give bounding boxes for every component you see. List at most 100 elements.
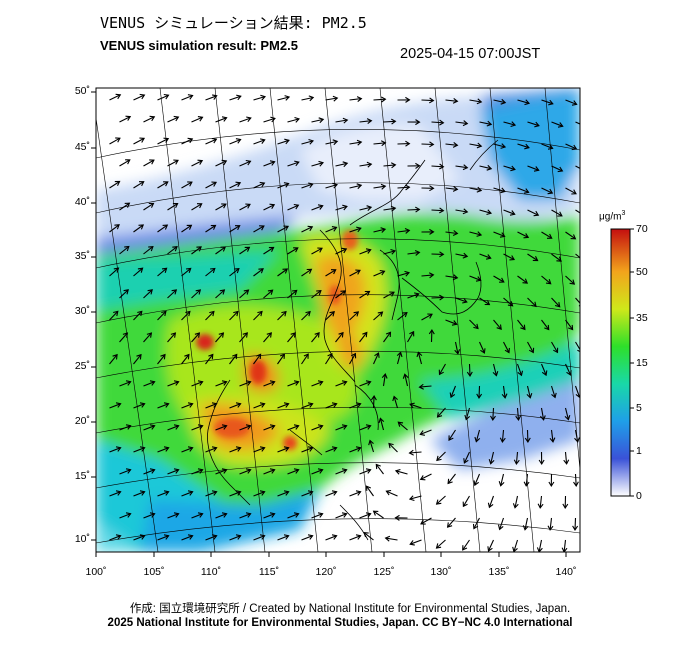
wind-arrow-head (427, 313, 433, 319)
wind-arrow-head (307, 402, 314, 408)
wind-arrow-head (365, 512, 372, 518)
wind-arrow (455, 121, 468, 125)
wind-arrow (445, 319, 457, 325)
wind-arrow (167, 203, 178, 211)
wind-arrow (325, 535, 337, 541)
wind-arrow-head (163, 181, 169, 187)
wind-arrow-head (149, 159, 155, 165)
wind-arrow (311, 425, 323, 431)
lon-tick-100: 100˚ (85, 566, 107, 578)
wind-arrow (215, 425, 227, 431)
wind-arrow-head (148, 202, 155, 208)
wind-arrow-head (308, 138, 315, 145)
wind-arrow (205, 181, 217, 189)
wind-arrow (133, 403, 145, 409)
wind-arrow-head (500, 98, 507, 105)
wind-arrow (325, 140, 338, 145)
wind-arrow-head (235, 225, 241, 231)
wind-arrow-head (487, 546, 493, 552)
wind-arrow (335, 205, 348, 211)
wind-arrow-head (388, 442, 394, 449)
wind-arrow-head (123, 289, 129, 295)
wind-arrow-head (293, 203, 300, 210)
wind-arrow-head (293, 424, 300, 430)
wind-arrow (563, 539, 567, 552)
wind-arrow (229, 225, 240, 233)
wind-arrow-head (523, 233, 530, 239)
wind-arrow-head (531, 301, 537, 308)
wind-arrow (404, 374, 409, 387)
wind-arrow-head (510, 121, 517, 128)
wind-arrow-head (293, 512, 300, 518)
wind-arrow (575, 121, 580, 125)
wind-arrow (205, 447, 217, 453)
wind-arrow-head (115, 490, 122, 496)
wind-arrow (479, 209, 492, 214)
wind-arrow-head (547, 188, 554, 195)
wind-arrow-head (500, 187, 506, 194)
wind-arrow (157, 267, 167, 277)
wind-arrow (551, 341, 558, 353)
wind-arrow-head (480, 348, 486, 354)
wind-arrow-head (138, 224, 145, 230)
wind-arrow-head (317, 468, 324, 474)
wind-arrow (538, 539, 543, 552)
wind-arrow-head (338, 331, 344, 338)
wind-arrow-head (317, 204, 324, 210)
wind-arrow-head (517, 370, 524, 377)
wind-arrow (431, 165, 444, 168)
wind-arrow (335, 381, 347, 387)
wind-arrow (373, 185, 386, 189)
wind-arrow (447, 473, 456, 484)
wind-arrow-head (436, 455, 442, 462)
wind-arrow (335, 469, 347, 475)
lon-tick-110: 110˚ (200, 566, 222, 578)
wind-arrow-head (485, 254, 492, 260)
wind-arrow (469, 187, 482, 192)
wind-arrow (263, 289, 273, 299)
wind-arrow (469, 231, 482, 236)
wind-arrow-head (474, 436, 481, 443)
wind-arrow-head (341, 247, 348, 254)
wind-arrow-head (389, 291, 395, 297)
wind-arrow (287, 204, 299, 211)
wind-arrow (363, 532, 374, 541)
wind-arrow (501, 429, 505, 443)
wind-arrow (493, 275, 505, 283)
wind-arrow (143, 289, 153, 299)
wind-arrow-head (122, 332, 129, 338)
wind-arrow (133, 224, 144, 233)
wind-arrow-head (452, 141, 459, 148)
wind-arrow-head (218, 332, 225, 338)
wind-arrow (229, 138, 241, 145)
wind-arrow (359, 206, 372, 211)
wind-arrow-head (476, 186, 483, 193)
wind-arrow (119, 381, 131, 387)
wind-arrow (301, 353, 309, 365)
wind-arrow (119, 425, 131, 431)
wind-arrow-head (211, 534, 218, 540)
wind-arrow-head (522, 278, 529, 284)
wind-arrow-head (582, 123, 587, 128)
wind-arrow-head (554, 301, 561, 308)
wind-arrow (301, 96, 314, 101)
wind-arrow-head (380, 183, 387, 190)
wind-arrow-head (381, 96, 387, 103)
wind-arrow (359, 249, 371, 255)
wind-arrow (465, 407, 471, 420)
wind-arrow-head (435, 499, 442, 505)
wind-arrow (205, 403, 217, 409)
wind-arrow-head (556, 256, 562, 262)
wind-arrow (551, 165, 563, 172)
wind-arrow (109, 181, 120, 189)
wind-arrow (325, 491, 337, 497)
wind-arrow-head (115, 402, 122, 408)
wind-arrow (287, 247, 299, 255)
wind-arrow-head (331, 534, 338, 540)
wind-arrow (335, 162, 348, 167)
lat-tick-50: 50˚ (74, 85, 90, 97)
wind-arrow-head (163, 446, 170, 452)
wind-arrow-head (510, 165, 516, 172)
wind-arrow (205, 95, 217, 101)
wind-arrow (143, 116, 155, 123)
